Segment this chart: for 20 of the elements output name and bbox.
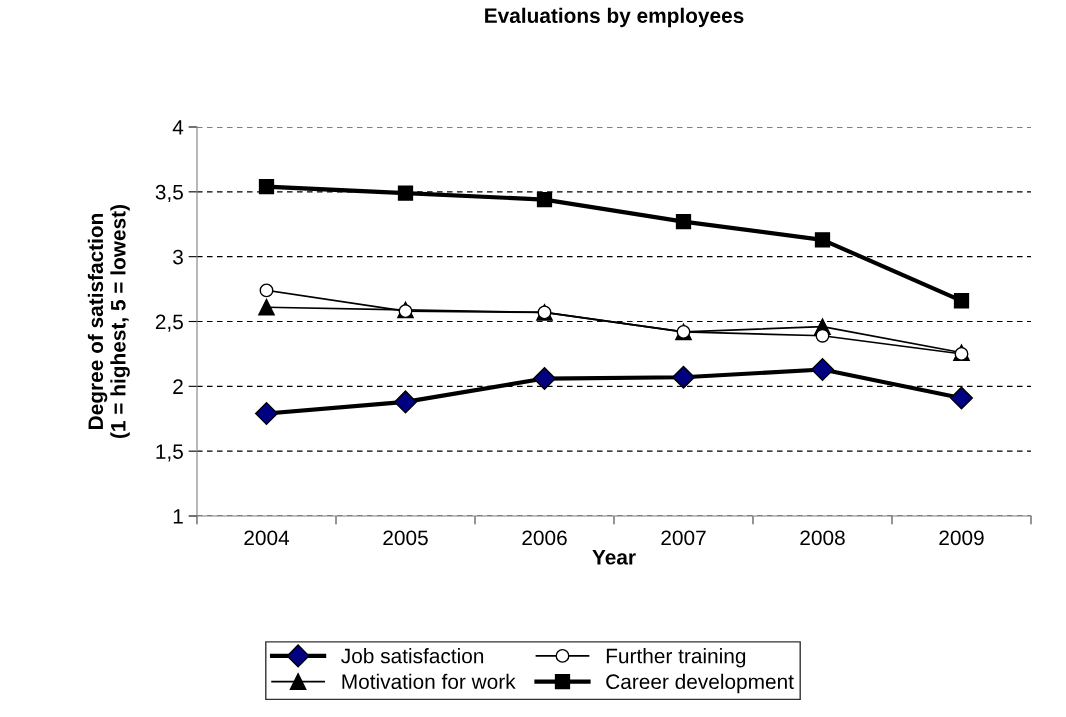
y-tick-label: 2 — [173, 379, 183, 394]
y-axis-title: Degree of satisfaction (1 = highest, 5 = lowest) — [87, 205, 130, 438]
y-tick-label: 1 — [173, 509, 183, 524]
y-tick-label: 1,5 — [156, 444, 183, 462]
y-tick-label: 3 — [173, 249, 183, 265]
y-tick-label: 2,5 — [155, 314, 183, 332]
y-tick-label: 3,5 — [155, 184, 183, 203]
legend-label: Further training — [606, 648, 746, 668]
legend-label: Motivation for work — [342, 673, 516, 690]
x-tick-label: 2007 — [661, 530, 706, 546]
x-tick-label: 2008 — [800, 530, 845, 546]
x-tick-label: 2009 — [939, 530, 984, 546]
x-axis-title: Year — [592, 550, 636, 565]
legend-label: Job satisfaction — [341, 648, 484, 664]
y-tick-label: 4 — [172, 120, 184, 135]
legend-label: Career development — [606, 673, 794, 694]
x-tick-label: 2004 — [244, 530, 290, 546]
chart-title: Evaluations by employees — [485, 7, 744, 28]
x-tick-label: 2006 — [522, 530, 567, 546]
x-tick-label: 2005 — [383, 530, 428, 546]
